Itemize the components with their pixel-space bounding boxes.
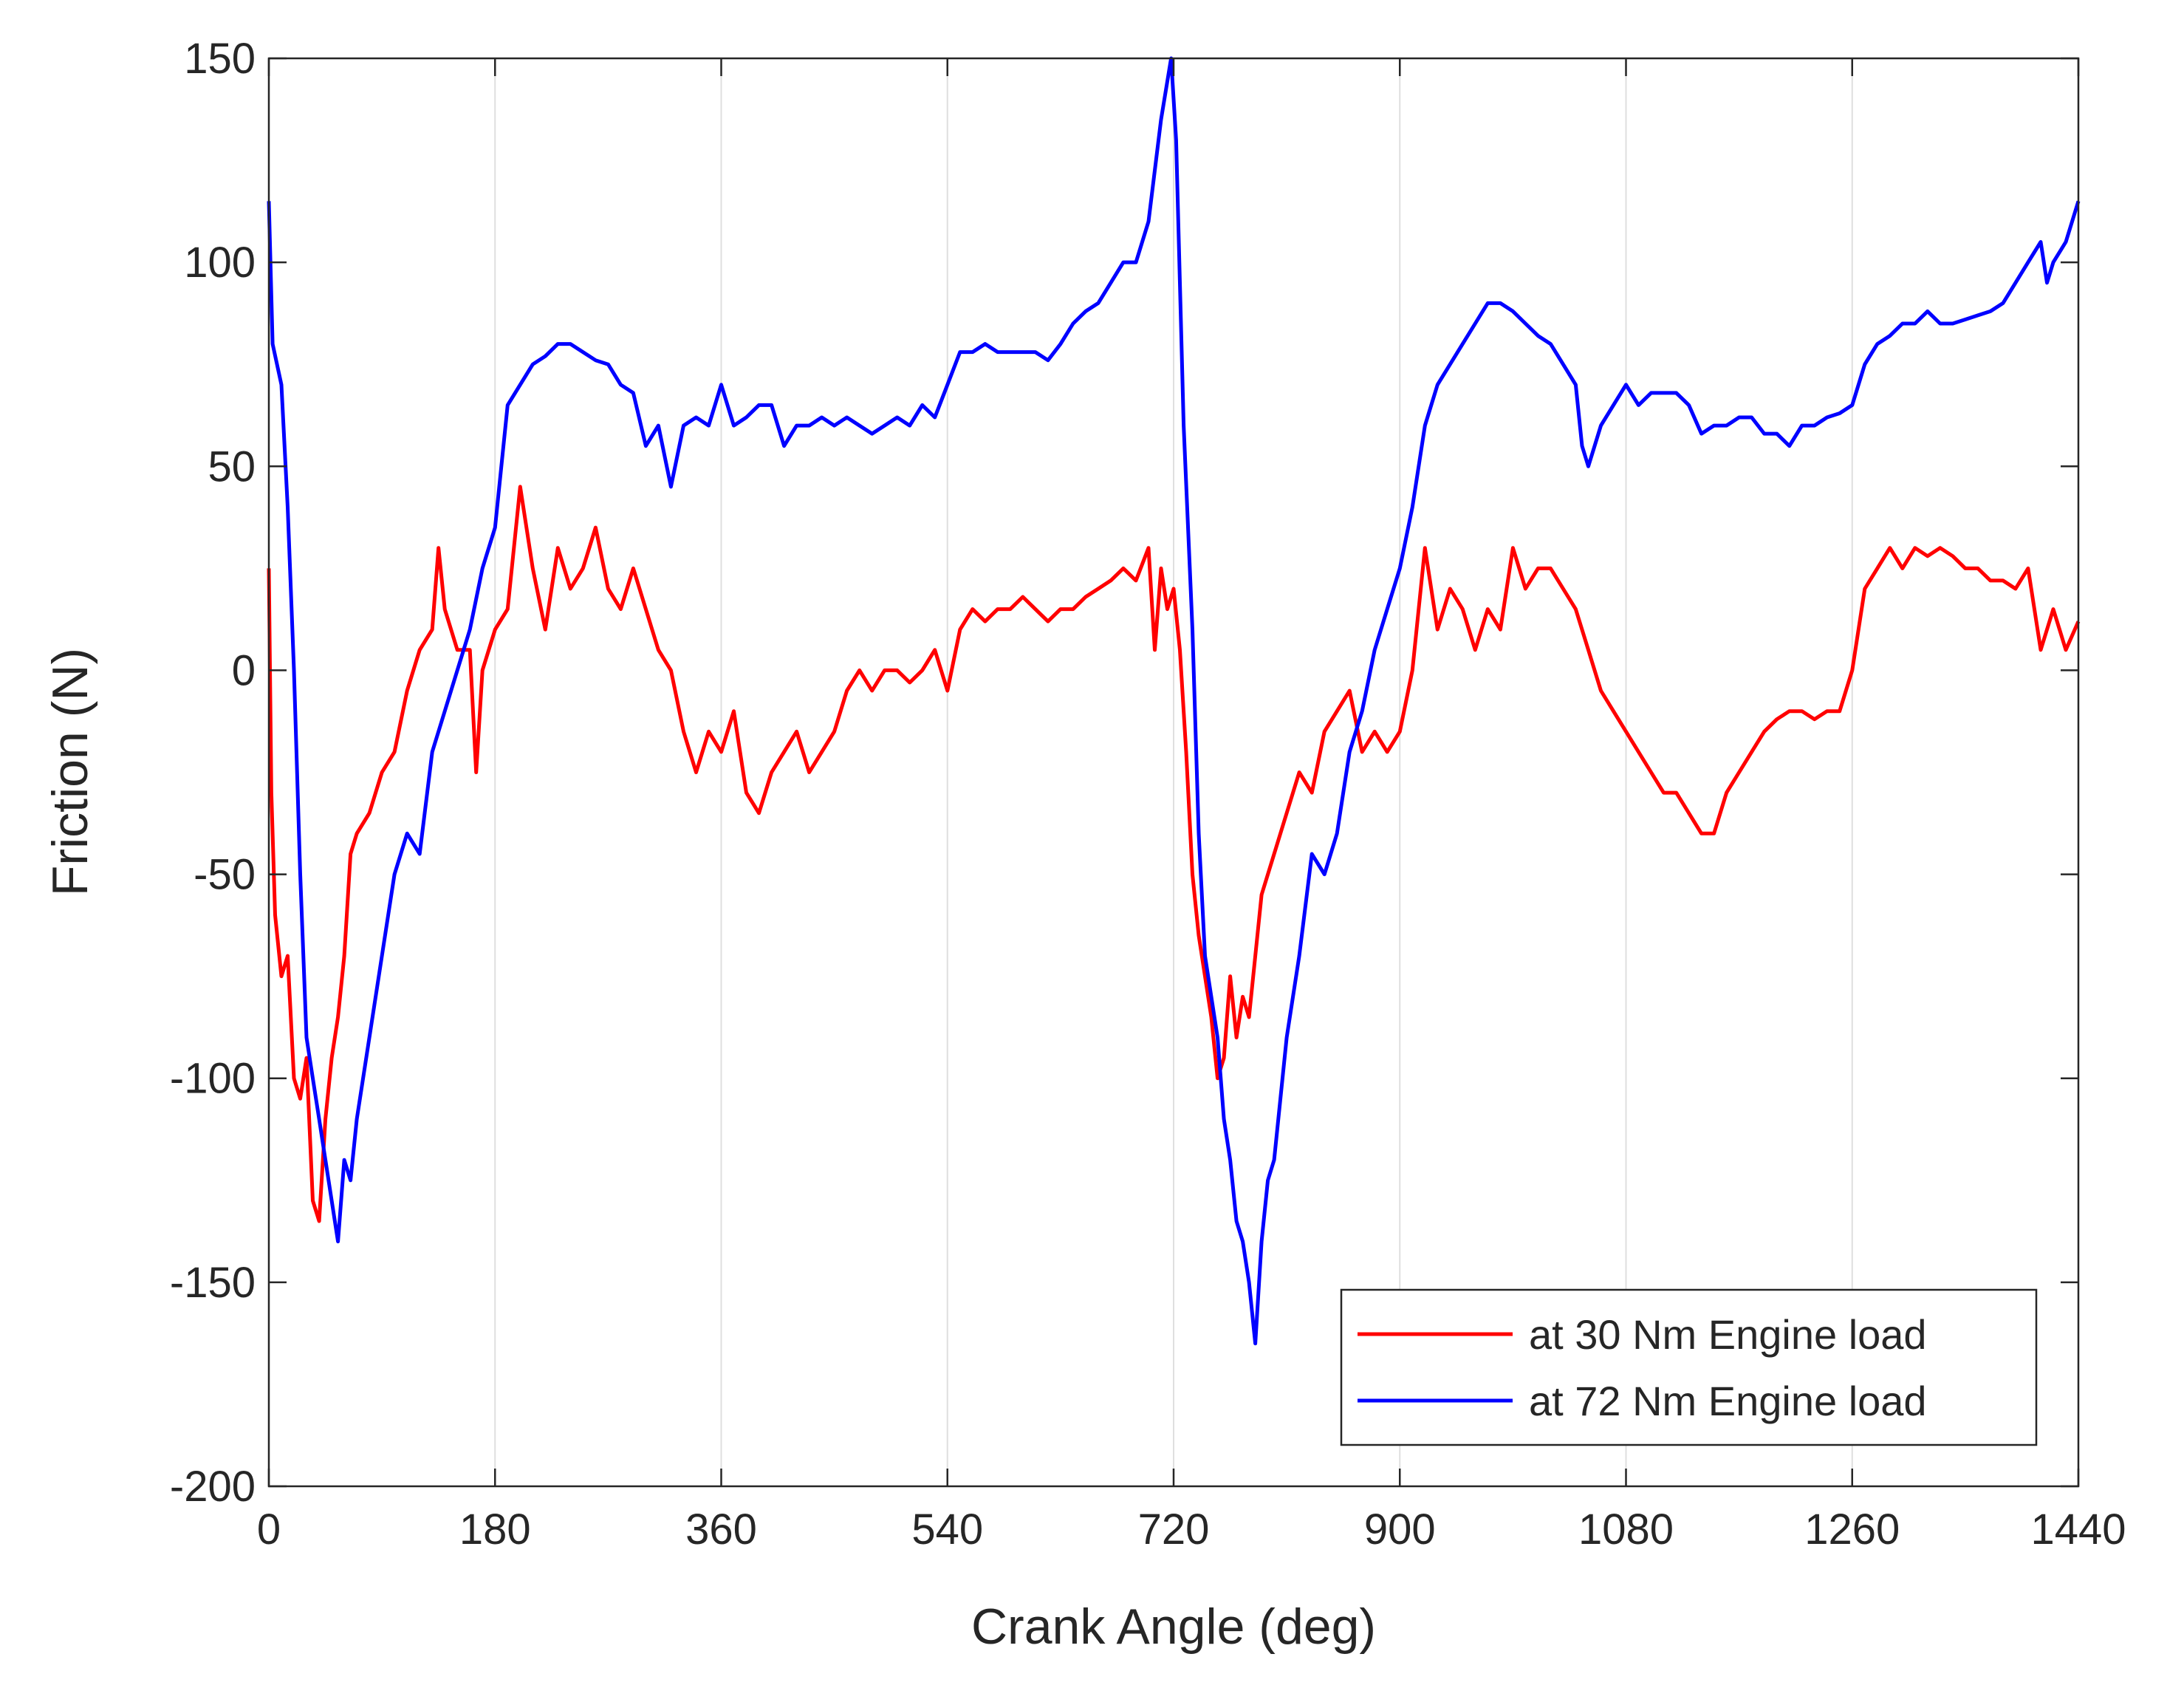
- x-axis-title: Crank Angle (deg): [971, 1599, 1376, 1655]
- x-tick-label: 1080: [1578, 1505, 1674, 1554]
- y-axis-title: Friction (N): [42, 648, 98, 896]
- y-tick-label: -150: [170, 1259, 256, 1307]
- x-tick-label: 900: [1364, 1505, 1436, 1554]
- axes-box: [267, 57, 2080, 1488]
- y-tick-label: 150: [184, 35, 256, 83]
- x-tick-label: 180: [459, 1505, 531, 1554]
- data-line: [267, 485, 2081, 1223]
- x-tick-label: 1440: [2030, 1505, 2126, 1554]
- y-tick-label: -100: [170, 1055, 256, 1103]
- y-tick-label: 0: [232, 646, 256, 694]
- y-tick-label: 100: [184, 239, 256, 287]
- data-line: [267, 56, 2081, 1346]
- x-tick-label: 720: [1138, 1505, 1210, 1554]
- legend-label: at 30 Nm Engine load: [1529, 1311, 1927, 1358]
- legend-label: at 72 Nm Engine load: [1529, 1378, 1927, 1424]
- y-tick-label: -200: [170, 1463, 256, 1511]
- x-tick-label: 0: [257, 1505, 281, 1554]
- y-tick-label: 50: [208, 442, 256, 491]
- legend-box: [1340, 1288, 2038, 1446]
- x-tick-label: 540: [911, 1505, 983, 1554]
- x-tick-label: 1260: [1804, 1505, 1900, 1554]
- y-tick-label: -50: [194, 851, 256, 899]
- x-tick-label: 360: [685, 1505, 757, 1554]
